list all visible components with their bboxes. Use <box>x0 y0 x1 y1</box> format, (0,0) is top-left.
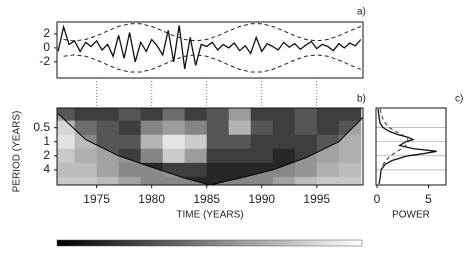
heatmap-cell <box>75 107 98 122</box>
heatmap-cell <box>229 163 252 178</box>
heatmap-cell <box>207 107 230 122</box>
heatmap-cell <box>163 107 186 122</box>
heatmap-cell <box>207 135 230 150</box>
heatmap-cell <box>163 135 186 150</box>
heatmap-cell <box>229 121 252 136</box>
colorbar <box>57 240 362 246</box>
heatmap-cell <box>207 149 230 164</box>
heatmap-cell <box>317 121 340 136</box>
heatmap-cell <box>251 121 274 136</box>
heatmap-cell <box>185 107 208 122</box>
plot-area <box>58 24 361 72</box>
heatmap-cell <box>141 135 164 150</box>
heatmap-cell <box>273 149 296 164</box>
panel-label: b) <box>357 94 366 105</box>
y-tick-label: 1 <box>43 134 50 148</box>
heatmap-cell <box>141 121 164 136</box>
plot-area <box>53 107 363 192</box>
x-axis-label: POWER <box>392 210 430 221</box>
heatmap-cell <box>295 121 318 136</box>
heatmap-cell <box>339 107 362 122</box>
heatmap-cell <box>251 107 274 122</box>
heatmap-cell <box>207 121 230 136</box>
y-tick-label: 2 <box>43 26 50 40</box>
heatmap-cell <box>295 135 318 150</box>
dashed-line <box>64 55 361 72</box>
x-tick-label: 0 <box>374 192 381 206</box>
heatmap-cell <box>273 107 296 122</box>
dashed-line <box>64 24 361 41</box>
y-tick-label: 0.5 <box>33 120 50 134</box>
y-tick-label: 2 <box>43 148 50 162</box>
line <box>378 109 437 184</box>
figure: 20-2a)0.512419751980198519901995b)TIME (… <box>0 0 473 254</box>
y-tick-label: 0 <box>43 40 50 54</box>
heatmap-cell <box>207 163 230 178</box>
heatmap-cell <box>229 135 252 150</box>
heatmap-cell <box>273 121 296 136</box>
heatmap-cell <box>251 149 274 164</box>
heatmap-cell <box>141 149 164 164</box>
plot-area <box>378 109 437 184</box>
heatmap-cell <box>119 135 142 150</box>
heatmap-cell <box>97 121 120 136</box>
heatmap-cell <box>185 149 208 164</box>
x-tick-label: 1980 <box>138 192 165 206</box>
x-tick-label: 1985 <box>193 192 220 206</box>
heatmap-cell <box>229 149 252 164</box>
heatmap-cell <box>97 107 120 122</box>
heatmap-cell <box>273 135 296 150</box>
x-axis-label: TIME (YEARS) <box>176 210 243 221</box>
x-tick-label: 5 <box>425 192 432 206</box>
heatmap-cell <box>185 135 208 150</box>
panel-frame <box>376 108 446 185</box>
heatmap-cell <box>229 107 252 122</box>
heatmap-cell <box>141 107 164 122</box>
heatmap-cell <box>317 107 340 122</box>
heatmap-cell <box>295 107 318 122</box>
x-tick-label: 1995 <box>303 192 330 206</box>
panel-label: c) <box>455 94 463 105</box>
heatmap-cell <box>251 135 274 150</box>
heatmap-cell <box>119 107 142 122</box>
y-tick-label: 4 <box>43 162 50 176</box>
y-tick-label: -2 <box>39 54 50 68</box>
heatmap-cell <box>185 163 208 178</box>
y-axis-label: PERIOD (YEARS) <box>12 111 23 193</box>
x-tick-label: 1990 <box>248 192 275 206</box>
x-tick-label: 1975 <box>83 192 110 206</box>
heatmap-cell <box>119 121 142 136</box>
heatmap-cell <box>185 121 208 136</box>
heatmap-cell <box>163 121 186 136</box>
heatmap-cell <box>163 149 186 164</box>
line <box>58 26 361 69</box>
panel-label: a) <box>357 7 366 18</box>
